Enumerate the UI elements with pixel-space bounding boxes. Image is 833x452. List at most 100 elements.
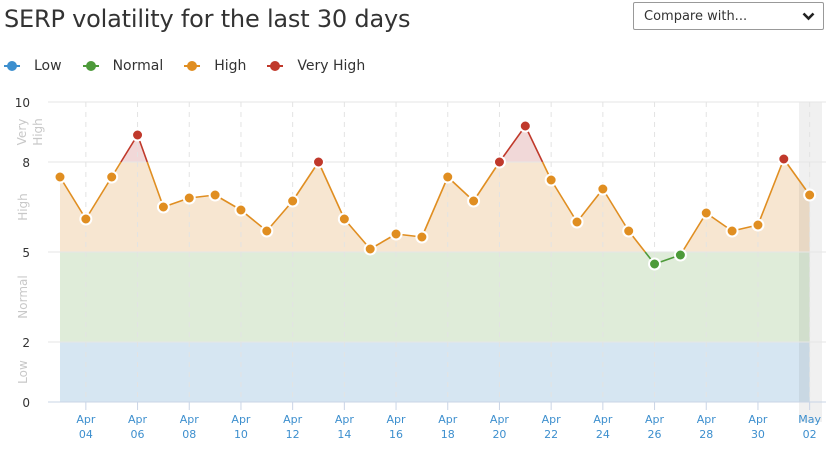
page-title: SERP volatility for the last 30 days	[4, 5, 411, 33]
compare-dropdown-label: Compare with...	[644, 8, 748, 24]
x-tick-label: 14	[337, 428, 351, 441]
x-tick-label: Apr	[128, 413, 148, 426]
data-point[interactable]	[156, 200, 170, 214]
band-axis-label: Normal	[16, 275, 30, 318]
x-tick-label: Apr	[490, 413, 510, 426]
data-point[interactable]	[518, 119, 532, 133]
current-day-highlight	[799, 102, 822, 422]
chevron-down-icon	[801, 9, 815, 23]
data-point[interactable]	[389, 227, 403, 241]
data-point[interactable]	[312, 155, 325, 169]
y-tick-label: 10	[15, 96, 30, 110]
data-point[interactable]	[467, 194, 481, 208]
line-segment	[421, 176, 449, 238]
x-tick-label: 20	[492, 428, 506, 441]
data-point[interactable]	[208, 188, 222, 202]
line-segment	[757, 161, 784, 226]
band-low	[60, 342, 810, 402]
x-tick-label: 04	[79, 428, 93, 441]
legend-item-very-high[interactable]: Very High	[267, 58, 365, 74]
data-point[interactable]	[415, 230, 429, 244]
volatility-chart: 0 2 5 8 10 Apr 04 Apr 06 Apr 08 Apr 10 Apr 12 Apr 14 Apr 1…	[0, 90, 833, 448]
line-segment	[59, 176, 87, 220]
legend-item-normal[interactable]: Normal	[82, 58, 164, 74]
data-point[interactable]	[492, 155, 506, 169]
data-point[interactable]	[53, 170, 67, 184]
line-segment	[317, 161, 346, 220]
line-segment	[602, 188, 630, 232]
data-point[interactable]	[131, 128, 145, 142]
legend-marker-icon	[82, 61, 99, 71]
data-point[interactable]	[260, 224, 274, 238]
data-point[interactable]	[286, 194, 300, 208]
band-axis-label: Low	[16, 360, 30, 384]
x-tick-label: 16	[389, 428, 403, 441]
data-point[interactable]	[622, 224, 636, 238]
line-segment	[576, 188, 604, 223]
x-tick-label: 24	[596, 428, 610, 441]
x-tick-label: Apr	[231, 413, 251, 426]
x-tick-label: 26	[648, 428, 662, 441]
line-segment	[681, 212, 707, 253]
data-point[interactable]	[363, 242, 377, 256]
line-segment	[524, 125, 544, 163]
y-tick-label: 2	[22, 336, 30, 350]
y-tick-label: 0	[22, 396, 30, 410]
data-point[interactable]	[725, 224, 739, 238]
data-point[interactable]	[699, 206, 713, 220]
y-tick-label: 8	[22, 156, 30, 170]
x-tick-label: 02	[803, 428, 817, 441]
data-point[interactable]	[441, 170, 455, 184]
data-point[interactable]	[182, 191, 196, 205]
x-tick-label: Apr	[697, 413, 717, 426]
x-tick-label: 10	[234, 428, 248, 441]
data-point[interactable]	[544, 173, 558, 187]
x-tick-label: Apr	[748, 413, 768, 426]
line-segment	[291, 161, 320, 202]
legend-item-low[interactable]: Low	[4, 58, 62, 74]
data-point[interactable]	[751, 218, 765, 232]
data-point[interactable]	[79, 212, 93, 226]
x-tick-label: 22	[544, 428, 558, 441]
line-segment	[266, 200, 294, 232]
line-segment	[498, 125, 526, 163]
compare-with-dropdown[interactable]: Compare with...	[633, 2, 824, 30]
data-point[interactable]	[337, 212, 351, 226]
x-tick-label: Apr	[76, 413, 96, 426]
x-tick-label: Apr	[335, 413, 355, 426]
line-segment	[85, 176, 113, 220]
x-tick-label: Apr	[283, 413, 303, 426]
data-point[interactable]	[648, 257, 662, 271]
x-tick-label: 28	[699, 428, 713, 441]
band-normal	[60, 252, 810, 342]
line-segment	[785, 161, 811, 196]
x-tick-label: Apr	[438, 413, 458, 426]
legend-label: High	[214, 58, 247, 74]
legend-label: Low	[34, 58, 62, 74]
legend-marker-icon	[267, 61, 284, 71]
svg-text:High: High	[31, 118, 45, 146]
x-tick-label: Apr	[645, 413, 665, 426]
legend-label: Normal	[112, 58, 164, 74]
legend-item-high[interactable]: High	[184, 58, 246, 74]
legend-label: Very High	[297, 58, 366, 74]
data-point[interactable]	[570, 215, 584, 229]
data-point[interactable]	[105, 170, 119, 184]
line-segment	[472, 161, 501, 202]
data-point[interactable]	[596, 182, 610, 196]
band-axis-label: High	[16, 193, 30, 221]
x-tick-label: Apr	[593, 413, 613, 426]
x-tick-label: 08	[182, 428, 196, 441]
data-point[interactable]	[234, 203, 248, 217]
very-high-area-fill	[60, 126, 810, 162]
x-tick-label: Apr	[180, 413, 200, 426]
data-point[interactable]	[673, 248, 687, 262]
legend-marker-icon	[184, 61, 201, 71]
line-segment	[550, 179, 578, 223]
line-segment	[146, 161, 165, 208]
data-point[interactable]	[777, 152, 791, 166]
data-point[interactable]	[803, 188, 817, 202]
x-tick-label: 06	[131, 428, 145, 441]
x-tick-label: May	[798, 413, 821, 426]
legend-marker-icon	[4, 61, 20, 71]
